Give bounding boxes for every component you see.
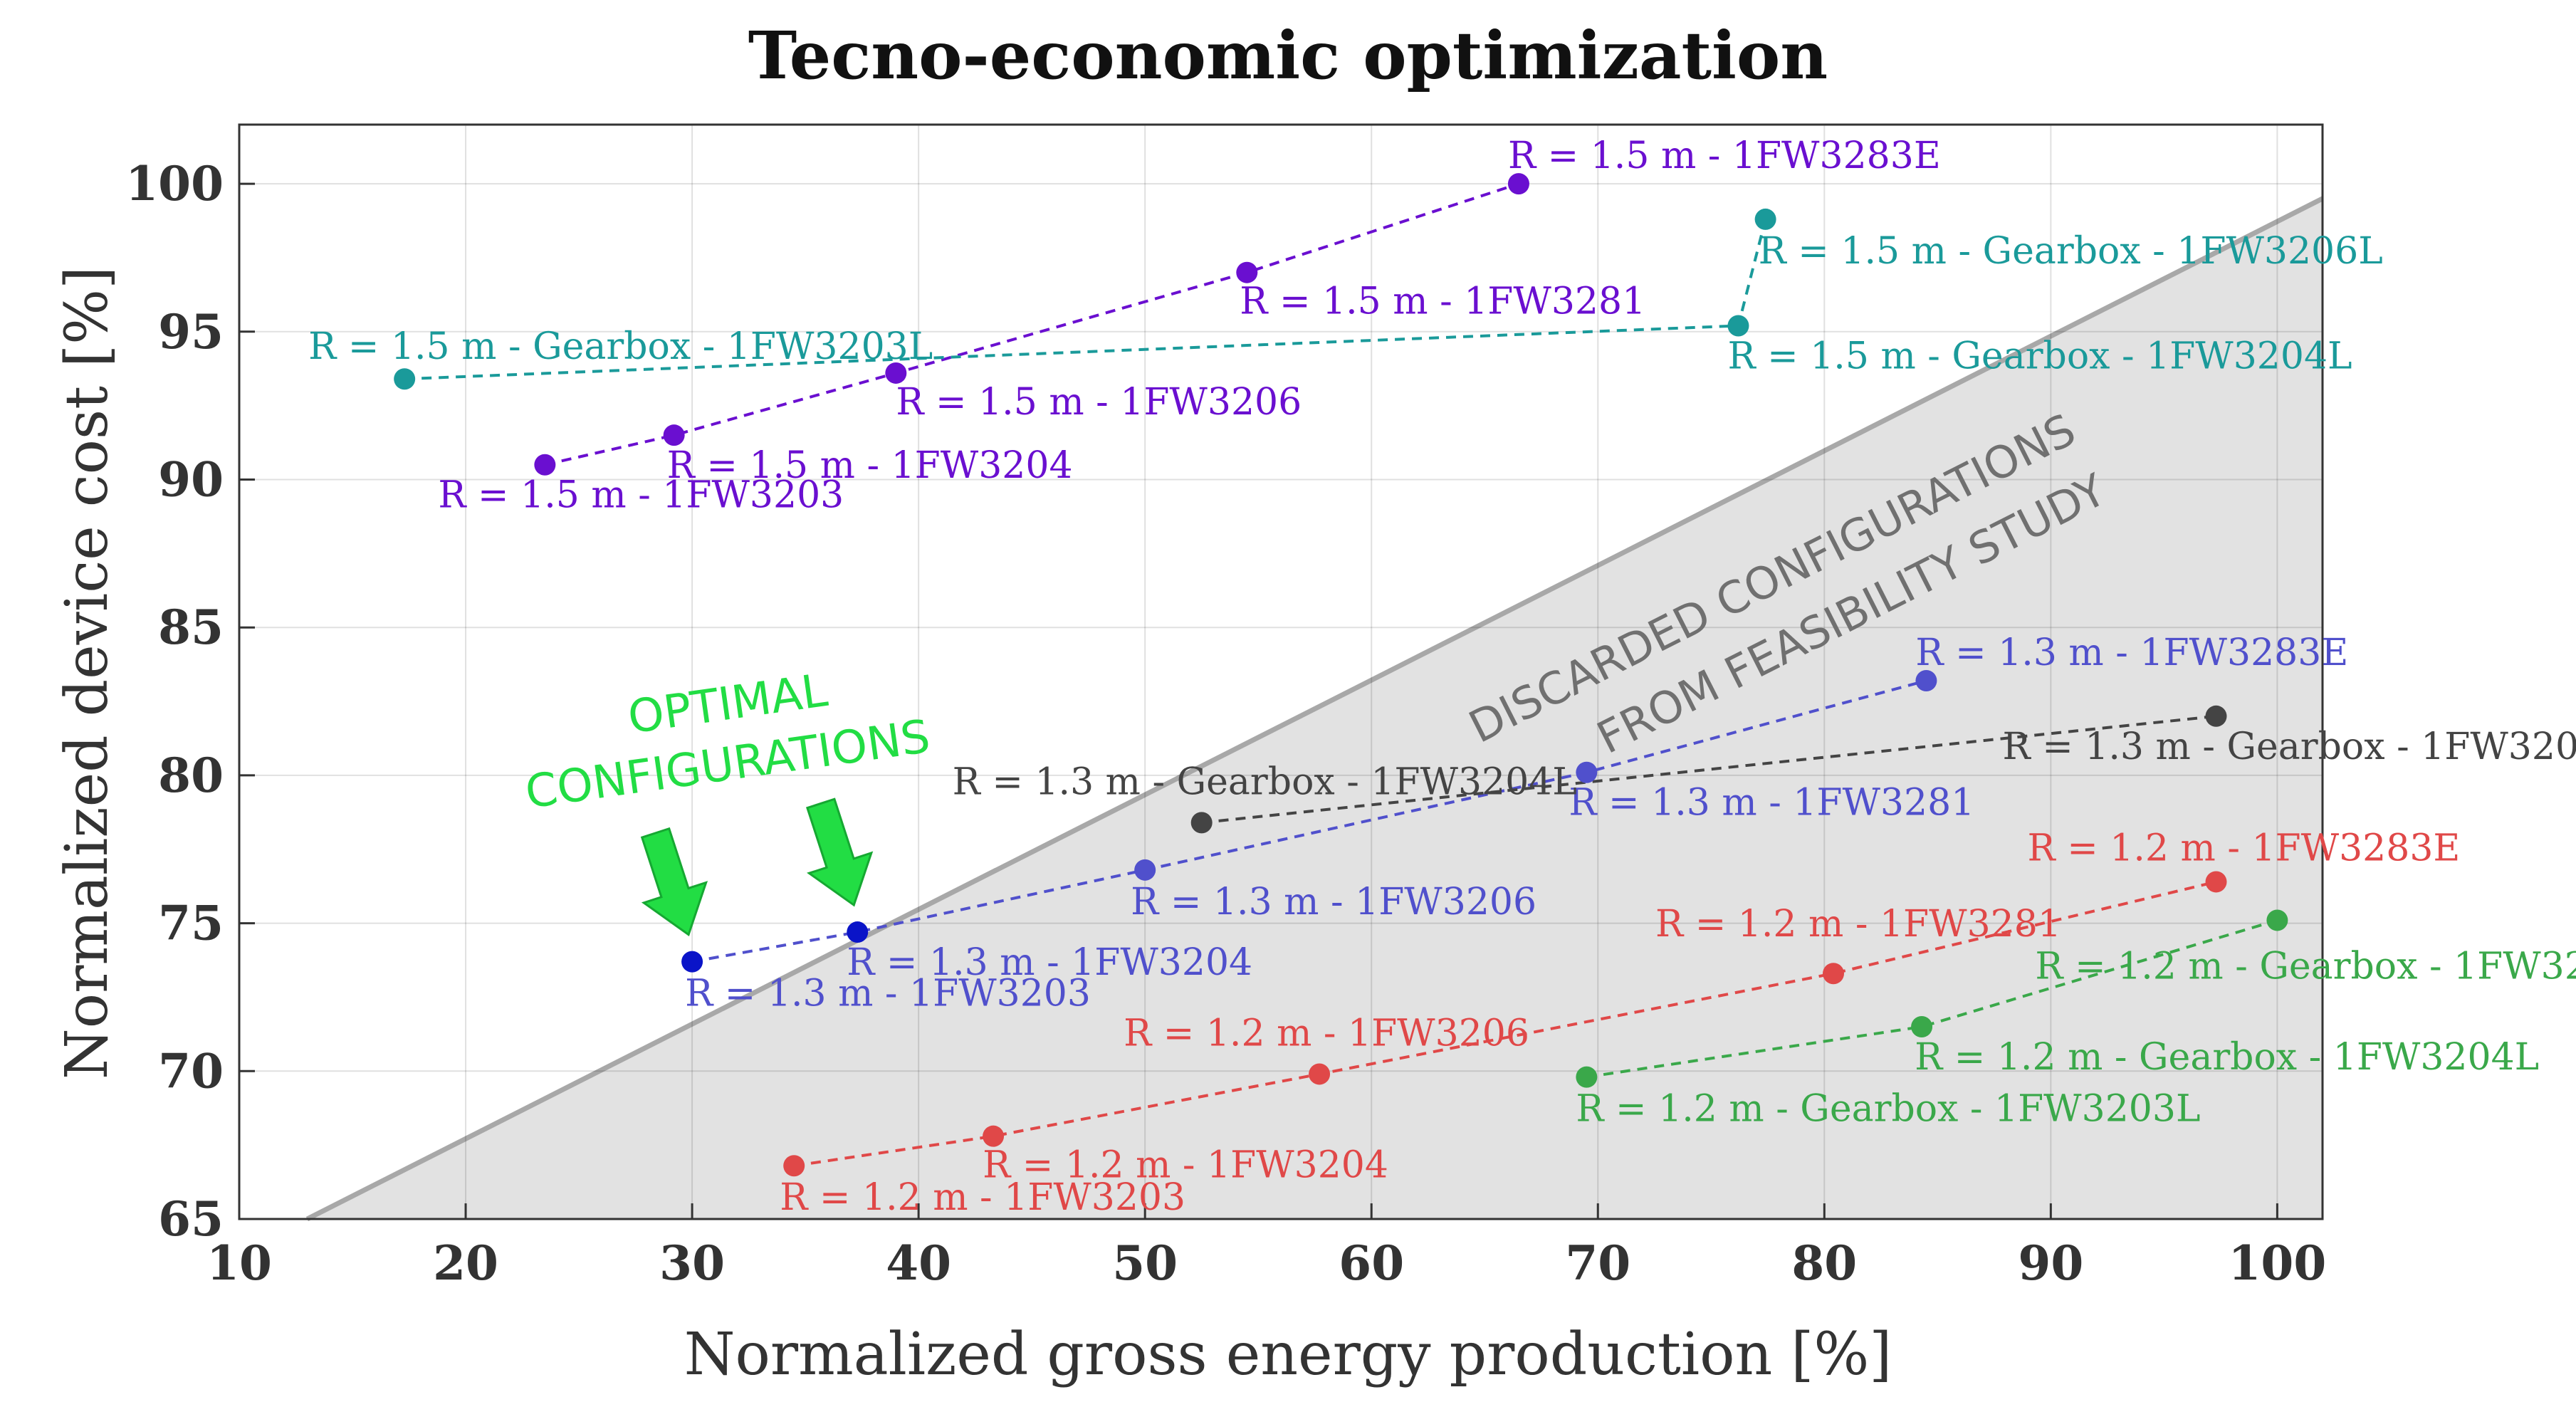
y-tick-label: 70 xyxy=(158,1043,224,1099)
point-label: R = 1.2 m - 1FW3203 xyxy=(780,1176,1185,1219)
tick-labels: 10 20 30 40 50 60 70 80 90 100 65 70 75 80 85 90 95 100 xyxy=(125,156,2326,1291)
y-tick-label: 95 xyxy=(158,304,224,360)
grid xyxy=(239,125,2323,1220)
x-tick-label: 10 xyxy=(206,1235,272,1291)
data-point xyxy=(1754,208,1776,230)
x-tick-label: 20 xyxy=(433,1235,498,1291)
data-point xyxy=(1236,261,1258,283)
data-point xyxy=(1823,963,1845,985)
series-line xyxy=(1586,919,2278,1079)
point-label: R = 1.5 m - Gearbox - 1FW3204L xyxy=(1727,335,2352,377)
data-point xyxy=(2205,705,2227,727)
data-point xyxy=(1190,812,1213,834)
point-label: R = 1.5 m - Gearbox - 1FW3206L xyxy=(1759,230,2383,273)
y-tick-label: 75 xyxy=(158,896,224,951)
data-points xyxy=(394,173,2288,1177)
point-label: R = 1.5 m - 1FW3283E xyxy=(1508,135,1941,177)
data-point xyxy=(663,424,685,446)
point-label: R = 1.3 m - Gearbox - 1FW3204L xyxy=(953,760,1577,803)
x-tick-label: 60 xyxy=(1339,1235,1404,1291)
point-label: R = 1.3 m - Gearbox - 1FW3206L xyxy=(2003,726,2576,768)
point-label: R = 1.5 m - 1FW3206 xyxy=(896,381,1302,424)
y-tick-label: 65 xyxy=(158,1191,224,1247)
data-point xyxy=(983,1125,1005,1147)
point-label: R = 1.5 m - 1FW3203 xyxy=(438,474,844,517)
data-point xyxy=(847,921,869,943)
y-tick-label: 100 xyxy=(125,156,224,211)
point-label: R = 1.2 m - Gearbox - 1FW3206L xyxy=(2035,945,2576,988)
data-point xyxy=(2205,871,2227,893)
point-label: R = 1.5 m - Gearbox - 1FW3203L xyxy=(308,325,933,368)
x-tick-label: 100 xyxy=(2229,1235,2327,1291)
y-axis-label: Normalized device cost [%] xyxy=(53,266,121,1079)
data-point xyxy=(1507,173,1529,195)
x-tick-label: 40 xyxy=(886,1235,951,1291)
point-label: R = 1.3 m - 1FW3206 xyxy=(1131,881,1536,924)
optimal-arrow-2 xyxy=(805,797,874,907)
x-tick-label: 70 xyxy=(1565,1235,1630,1291)
point-label: R = 1.3 m - 1FW3281 xyxy=(1569,782,1974,825)
x-tick-label: 50 xyxy=(1112,1235,1178,1291)
data-point xyxy=(783,1155,805,1177)
discarded-area xyxy=(305,196,2324,1222)
data-point xyxy=(1309,1063,1331,1085)
y-tick-label: 90 xyxy=(158,451,224,507)
y-tick-label: 80 xyxy=(158,748,224,803)
point-label: R = 1.5 m - 1FW3281 xyxy=(1240,281,1645,323)
point-label: R = 1.3 m - 1FW3283E xyxy=(1915,632,2348,674)
data-point xyxy=(394,368,416,390)
x-tick-label: 30 xyxy=(659,1235,725,1291)
x-axis-label: Normalized gross energy production [%] xyxy=(684,1321,1892,1388)
point-label: R = 1.3 m - 1FW3203 xyxy=(685,973,1091,1015)
point-label: R = 1.2 m - 1FW3206 xyxy=(1124,1012,1529,1055)
data-point xyxy=(1576,761,1598,783)
data-point xyxy=(2266,909,2288,931)
data-point xyxy=(1911,1015,1933,1037)
data-point xyxy=(885,362,907,384)
optimal-arrow-1 xyxy=(640,827,708,936)
data-point xyxy=(1915,669,1937,691)
data-point xyxy=(1727,315,1749,337)
axes-frame xyxy=(238,123,2324,1220)
point-label: R = 1.2 m - 1FW3283E xyxy=(2028,827,2461,869)
point-label: R = 1.2 m - 1FW3204 xyxy=(983,1144,1388,1187)
point-label: R = 1.5 m - 1FW3204 xyxy=(667,444,1073,487)
x-tick-label: 80 xyxy=(1791,1235,1857,1291)
y-tick-label: 85 xyxy=(158,600,224,655)
data-point xyxy=(534,454,556,476)
data-point xyxy=(1576,1066,1598,1088)
data-point xyxy=(681,951,703,973)
point-label: R = 1.3 m - 1FW3204 xyxy=(847,941,1252,984)
data-point xyxy=(1134,859,1156,881)
x-tick-label: 90 xyxy=(2018,1235,2083,1291)
point-label: R = 1.2 m - Gearbox - 1FW3204L xyxy=(1915,1036,2539,1079)
axes xyxy=(238,123,2324,1220)
chart-title: Tecno-economic optimization xyxy=(748,17,1828,94)
point-label: R = 1.2 m - 1FW3281 xyxy=(1655,903,2061,946)
point-label: R = 1.2 m - Gearbox - 1FW3203L xyxy=(1576,1088,2200,1131)
feasibility-boundary-line xyxy=(305,196,2324,1222)
